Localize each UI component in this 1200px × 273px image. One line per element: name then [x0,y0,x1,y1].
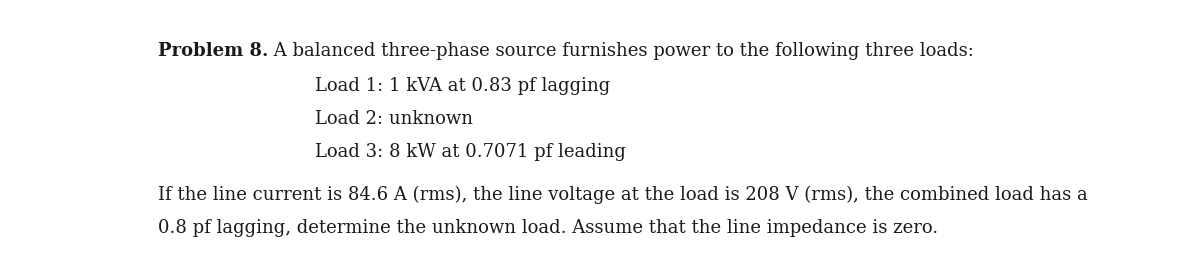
Text: Load 3: 8 kW at 0.7071 pf leading: Load 3: 8 kW at 0.7071 pf leading [314,143,626,161]
Text: 0.8 pf lagging, determine the unknown load. Assume that the line impedance is ze: 0.8 pf lagging, determine the unknown lo… [158,219,938,237]
Text: Load 1: 1 kVA at 0.83 pf lagging: Load 1: 1 kVA at 0.83 pf lagging [314,77,611,95]
Text: If the line current is 84.6 A (rms), the line voltage at the load is 208 V (rms): If the line current is 84.6 A (rms), the… [158,186,1087,204]
Text: Load 2: unknown: Load 2: unknown [314,110,473,128]
Text: A balanced three-phase source furnishes power to the following three loads:: A balanced three-phase source furnishes … [269,42,974,60]
Text: Problem 8.: Problem 8. [158,42,269,60]
